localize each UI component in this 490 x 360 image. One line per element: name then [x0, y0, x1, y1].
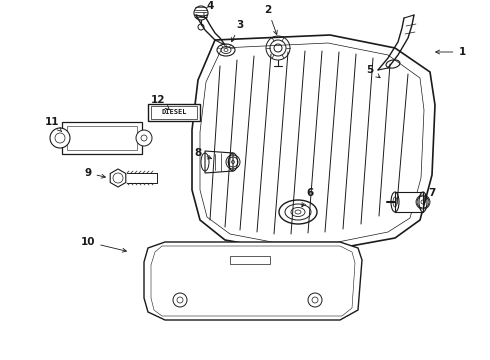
Bar: [230, 256, 270, 264]
Bar: [148, 104, 200, 121]
Polygon shape: [205, 151, 233, 173]
Text: 1: 1: [436, 47, 466, 57]
Text: 3: 3: [232, 20, 244, 42]
Text: 2: 2: [265, 5, 277, 35]
Ellipse shape: [279, 200, 317, 224]
Circle shape: [136, 130, 152, 146]
Text: 5: 5: [367, 65, 380, 78]
Polygon shape: [395, 192, 423, 212]
Text: 7: 7: [423, 188, 436, 200]
Circle shape: [50, 128, 70, 148]
Text: 9: 9: [84, 168, 105, 178]
Text: 11: 11: [45, 117, 62, 132]
Text: 6: 6: [302, 188, 314, 207]
Text: DIESEL: DIESEL: [161, 109, 187, 116]
Bar: [67, 126, 137, 150]
Polygon shape: [192, 35, 435, 248]
Polygon shape: [110, 169, 126, 187]
Bar: [151, 106, 197, 119]
Text: 8: 8: [195, 148, 212, 159]
Text: 4: 4: [204, 1, 214, 17]
Text: 12: 12: [151, 95, 170, 110]
Polygon shape: [144, 242, 362, 320]
Bar: [62, 122, 142, 154]
Text: 10: 10: [81, 237, 126, 252]
